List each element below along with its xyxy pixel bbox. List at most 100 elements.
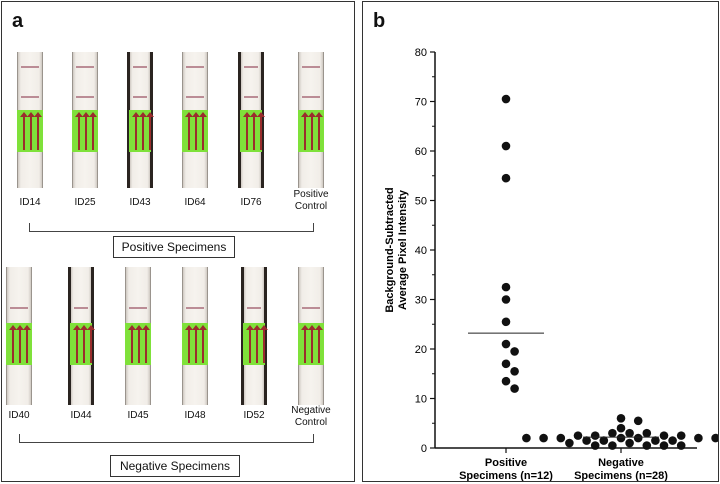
test-strip: [182, 267, 208, 405]
data-point: [501, 295, 511, 304]
strip-label-id52: ID52: [224, 410, 284, 422]
test-strip: [182, 52, 208, 188]
x-category-label: Negative: [598, 457, 644, 469]
data-point: [616, 433, 626, 443]
arrow-icon: [82, 112, 90, 150]
strip-label-id52-line: ID52: [243, 410, 265, 421]
arrow-icon: [246, 325, 254, 363]
arrow-icon: [75, 112, 83, 150]
data-point: [501, 141, 511, 151]
test-strip: [125, 267, 151, 405]
data-point: [501, 173, 511, 183]
test-line: [74, 307, 88, 309]
y-tick-label: 60: [415, 146, 427, 158]
data-point: [651, 436, 660, 445]
arrow-icon: [23, 325, 31, 363]
y-tick-label: 50: [415, 196, 427, 208]
panel-b: b 0 10 20 30 40 50 60 70 80 Background-Subtracted…: [362, 1, 719, 482]
data-point: [510, 347, 519, 356]
test-line: [247, 307, 261, 309]
test-strip: [241, 267, 268, 405]
negative-specimens-label: Negative Specimens: [110, 455, 240, 477]
arrow-icon: [20, 112, 28, 150]
strip-label-id43: ID43: [110, 197, 170, 209]
test-line: [10, 307, 28, 309]
data-point: [501, 94, 511, 104]
arrow-icon: [199, 325, 207, 363]
data-point: [642, 441, 652, 450]
test-strip: [17, 52, 43, 188]
arrow-icon: [253, 325, 261, 363]
strip-label-id25-line: ID25: [74, 197, 96, 208]
positive-bracket: [29, 223, 314, 232]
strip-label-id64: ID64: [165, 197, 225, 209]
strip-label-id48: ID48: [165, 410, 225, 422]
arrow-icon: [308, 325, 316, 363]
test-line: [129, 307, 147, 309]
strip-label-id25: ID25: [55, 197, 115, 209]
y-tick-label: 10: [415, 394, 427, 406]
strip-label-id14: ID14: [0, 197, 60, 209]
data-point: [501, 339, 511, 349]
data-point: [608, 428, 617, 438]
negative-control-label-line: Negative: [291, 405, 331, 416]
arrow-icon: [9, 325, 17, 363]
x-category-label: Specimens (n=28): [574, 470, 668, 481]
test-strip: [238, 52, 265, 188]
data-point: [501, 376, 511, 386]
positive-specimens-label: Positive Specimens: [113, 236, 235, 258]
arrow-icon: [73, 325, 81, 363]
negative-control-label: Negative Control: [281, 405, 341, 429]
arrow-icon: [146, 112, 154, 150]
data-point: [556, 433, 566, 443]
data-point: [522, 433, 531, 443]
test-strip: [298, 267, 324, 405]
test-line: [21, 96, 39, 98]
strip-label-id40-line: ID40: [8, 410, 30, 421]
test-line: [302, 66, 320, 68]
strip-label-id14-line: ID14: [19, 197, 41, 208]
data-point: [676, 441, 686, 450]
positive-control-label: Positive Control: [281, 189, 341, 213]
strip-label-id76: ID76: [221, 197, 281, 209]
strip-label-id44: ID44: [51, 410, 111, 422]
data-point: [711, 433, 718, 443]
data-point: [501, 359, 511, 369]
strip-label-id45-line: ID45: [127, 410, 149, 421]
test-strip: [298, 52, 324, 188]
arrow-icon: [185, 325, 193, 363]
arrow-icon: [34, 112, 42, 150]
arrow-icon: [87, 325, 95, 363]
arrow-icon: [16, 325, 24, 363]
test-line: [133, 66, 147, 68]
green-tape: [243, 323, 265, 365]
data-point: [616, 414, 626, 423]
test-line: [186, 307, 204, 309]
data-point: [608, 441, 617, 450]
arrow-icon: [192, 325, 200, 363]
data-point: [633, 416, 643, 426]
test-line: [244, 96, 258, 98]
panel-b-letter: b: [373, 10, 386, 32]
test-line: [302, 96, 320, 98]
arrow-icon: [243, 112, 251, 150]
arrow-icon: [135, 325, 143, 363]
test-line: [186, 66, 204, 68]
strip-label-id48-line: ID48: [184, 410, 206, 421]
positive-control-label-line: Positive: [293, 189, 329, 200]
arrow-icon: [315, 112, 323, 150]
y-tick-label: 70: [415, 97, 427, 109]
data-point: [694, 433, 703, 443]
data-point: [565, 438, 574, 448]
negative-control-label-line: Control: [294, 417, 328, 428]
arrow-icon: [185, 112, 193, 150]
panel-a: a Positive Specimens Negative Specimens …: [1, 1, 355, 482]
x-category-label: Positive: [485, 457, 527, 469]
arrow-icon: [301, 112, 309, 150]
arrow-icon: [301, 325, 309, 363]
data-point: [668, 436, 677, 445]
data-point: [510, 384, 519, 393]
arrow-icon: [132, 112, 140, 150]
data-point: [501, 282, 511, 292]
y-tick-label: 20: [415, 344, 427, 356]
